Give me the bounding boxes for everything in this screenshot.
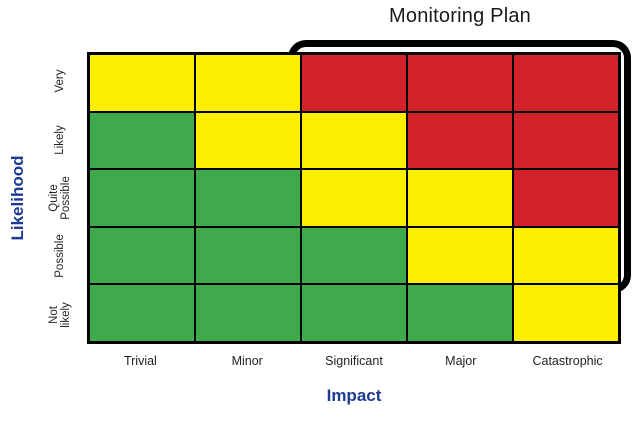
matrix-cell-r3c4 xyxy=(407,169,513,227)
y-tick-label-4: Possible xyxy=(36,227,84,285)
matrix-cell-r5c2 xyxy=(195,284,301,342)
matrix-cell-r3c1 xyxy=(89,169,195,227)
matrix-cell-r1c2 xyxy=(195,54,301,112)
matrix-cell-r5c5 xyxy=(513,284,619,342)
matrix-cell-r4c3 xyxy=(301,226,407,285)
y-axis-label: Likelihood xyxy=(8,155,27,241)
y-tick-label-3: Quite Possible xyxy=(36,169,84,227)
y-tick-label-text: Very xyxy=(53,69,66,93)
matrix-cell-r5c3 xyxy=(301,284,407,342)
matrix-cell-r5c1 xyxy=(89,284,195,342)
matrix-cell-r5c4 xyxy=(407,284,513,342)
matrix-cell-r2c5 xyxy=(513,111,619,170)
matrix-cell-r2c2 xyxy=(195,111,301,170)
y-tick-label-text: Not likely xyxy=(47,302,72,328)
risk-matrix-grid xyxy=(87,52,621,344)
matrix-cell-r3c5 xyxy=(513,169,619,227)
y-tick-label-text: Quite Possible xyxy=(47,176,72,220)
x-tick-label-3: Significant xyxy=(325,354,383,368)
matrix-cell-r1c1 xyxy=(89,54,195,112)
matrix-cell-r4c1 xyxy=(89,226,195,285)
chart-title: Monitoring Plan xyxy=(389,5,531,27)
matrix-cell-r2c1 xyxy=(89,111,195,170)
y-tick-label-1: Very xyxy=(36,52,84,110)
y-tick-label-text: Likely xyxy=(53,124,66,155)
x-tick-label-1: Trivial xyxy=(123,354,157,368)
x-tick-label-2: Minor xyxy=(231,354,263,368)
matrix-cell-r1c5 xyxy=(513,54,619,112)
matrix-cell-r4c4 xyxy=(407,226,513,285)
y-tick-label-text: Possible xyxy=(53,234,66,279)
matrix-cell-r4c2 xyxy=(195,226,301,285)
matrix-cell-r3c3 xyxy=(301,169,407,227)
matrix-cell-r3c2 xyxy=(195,169,301,227)
y-tick-label-5: Not likely xyxy=(36,286,84,344)
matrix-cell-r1c3 xyxy=(301,54,407,112)
matrix-cell-r1c4 xyxy=(407,54,513,112)
matrix-cell-r2c4 xyxy=(407,111,513,170)
matrix-cell-r4c5 xyxy=(513,226,619,285)
x-tick-label-5: Catastrophic xyxy=(532,354,603,368)
y-tick-label-2: Likely xyxy=(36,110,84,168)
matrix-cell-r2c3 xyxy=(301,111,407,170)
x-axis-label: Impact xyxy=(326,386,382,405)
y-axis-tick-labels: Very Likely Quite Possible Possible Not like… xyxy=(36,52,84,344)
x-tick-label-4: Major xyxy=(445,354,477,368)
x-axis-tick-labels: Trivial Minor Significant Major Catastrophic xyxy=(87,354,621,368)
y-axis-label-wrap: Likelihood xyxy=(0,52,36,344)
